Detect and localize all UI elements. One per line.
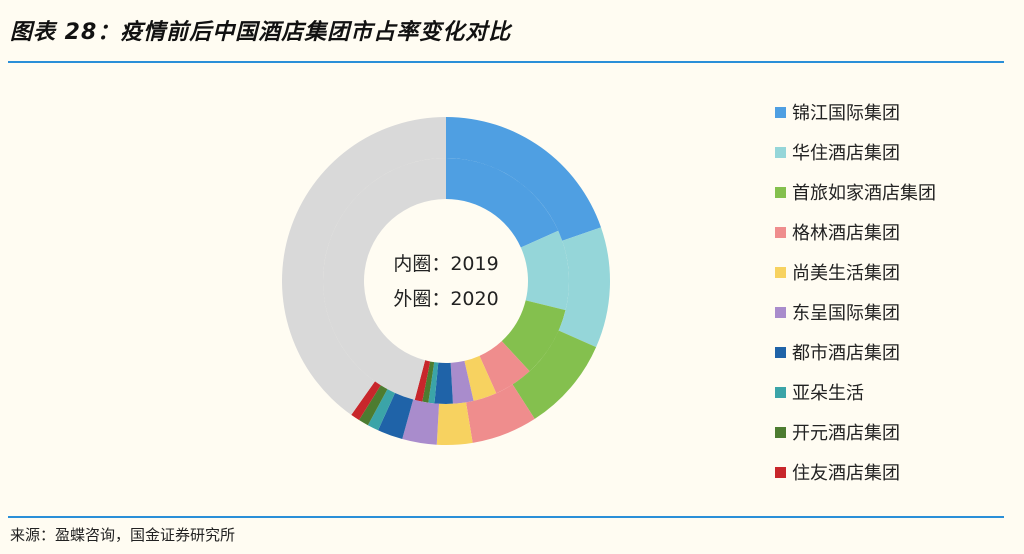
- legend-label: 首旅如家酒店集团: [792, 183, 936, 204]
- legend-label: 都市酒店集团: [792, 343, 900, 364]
- slice-2019-5: [450, 360, 474, 404]
- legend-swatch: [775, 386, 786, 398]
- legend-label: 亚朵生活: [792, 383, 864, 404]
- legend-label: 东呈国际集团: [792, 303, 900, 324]
- legend-label: 开元酒店集团: [792, 423, 900, 444]
- slice-2020-0: [446, 117, 601, 241]
- slice-2020-8: [358, 385, 388, 426]
- legend-label: 格林酒店集团: [792, 223, 900, 244]
- legend-swatch: [775, 186, 786, 198]
- legend-label: 华住酒店集团: [792, 143, 900, 164]
- slice-2020-2: [512, 330, 597, 419]
- legend-swatch: [775, 106, 786, 118]
- legend-label: 锦江国际集团: [792, 103, 900, 124]
- legend-item: 首旅如家酒店集团: [775, 172, 936, 212]
- legend-item: 都市酒店集团: [775, 332, 936, 372]
- legend-item: 东呈国际集团: [775, 292, 936, 332]
- legend-swatch: [775, 266, 786, 278]
- legend-label: 住友酒店集团: [792, 463, 900, 484]
- legend-item: 格林酒店集团: [775, 212, 936, 252]
- legend-item: 住友酒店集团: [775, 452, 936, 492]
- legend-swatch: [775, 146, 786, 158]
- slice-2019-7: [428, 362, 439, 404]
- legend-item: 开元酒店集团: [775, 412, 936, 452]
- slice-2019-3: [479, 341, 530, 394]
- slice-2020-4: [436, 402, 473, 445]
- slice-2020-6: [378, 392, 414, 440]
- slice-2020-5: [402, 399, 440, 445]
- slice-2019-0: [446, 158, 559, 248]
- slice-2019-2: [501, 300, 566, 372]
- legend-swatch: [775, 306, 786, 318]
- slice-2019-8: [422, 361, 435, 403]
- legend-swatch: [775, 226, 786, 238]
- slice-2020-10: [282, 117, 446, 415]
- slice-2020-7: [367, 389, 396, 431]
- slice-2020-1: [558, 227, 610, 348]
- legend-item: 锦江国际集团: [775, 92, 936, 132]
- slice-2019-10: [323, 158, 446, 400]
- slice-2020-3: [466, 384, 535, 443]
- legend-item: 华住酒店集团: [775, 132, 936, 172]
- figure-title: 图表 28：疫情前后中国酒店集团市占率变化对比: [10, 20, 512, 45]
- slice-2020-9: [351, 381, 381, 421]
- center-label-inner: 内圈：2019: [393, 253, 498, 275]
- bottom-rule: [8, 516, 1004, 518]
- legend: 锦江国际集团 华住酒店集团首旅如家酒店集团 格林酒店集团 尚美生活集团 东呈国际集团 都市…: [775, 92, 936, 492]
- source-note: 来源：盈蝶咨询，国金证券研究所: [10, 526, 236, 544]
- slice-2019-9: [414, 360, 431, 402]
- legend-swatch: [775, 426, 786, 438]
- slice-2019-1: [520, 230, 569, 311]
- legend-item: 亚朵生活: [775, 372, 936, 412]
- legend-swatch: [775, 466, 786, 478]
- slice-2019-4: [464, 355, 497, 401]
- center-label-outer: 外圈：2020: [393, 288, 498, 310]
- legend-label: 尚美生活集团: [792, 263, 900, 284]
- legend-swatch: [775, 346, 786, 358]
- top-rule: [8, 61, 1004, 63]
- slice-2019-6: [434, 362, 453, 405]
- legend-item: 尚美生活集团: [775, 252, 936, 292]
